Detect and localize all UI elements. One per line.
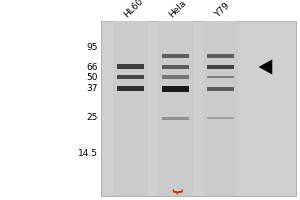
Bar [207, 65, 234, 69]
Bar [113, 21, 148, 196]
Bar [100, 21, 296, 196]
Bar [162, 65, 189, 69]
Bar [162, 54, 189, 58]
Text: Hela: Hela [168, 0, 188, 19]
Text: Y79: Y79 [213, 1, 231, 19]
Text: 37: 37 [86, 84, 98, 93]
Text: 95: 95 [86, 44, 98, 52]
Text: 50: 50 [86, 72, 98, 82]
Bar [162, 116, 189, 119]
Bar [203, 21, 238, 196]
Bar [162, 86, 189, 92]
Text: 66: 66 [86, 62, 98, 72]
Text: }: } [170, 188, 181, 196]
Text: HL60: HL60 [123, 0, 146, 19]
Bar [158, 21, 193, 196]
Text: 25: 25 [86, 114, 98, 122]
Bar [207, 87, 234, 91]
Bar [207, 117, 234, 119]
Bar [162, 75, 189, 79]
Polygon shape [259, 59, 272, 75]
Bar [117, 75, 144, 79]
Text: 14.5: 14.5 [77, 148, 98, 158]
Bar [117, 86, 144, 91]
Bar [207, 76, 234, 78]
Bar [117, 64, 144, 69]
Bar [207, 54, 234, 58]
